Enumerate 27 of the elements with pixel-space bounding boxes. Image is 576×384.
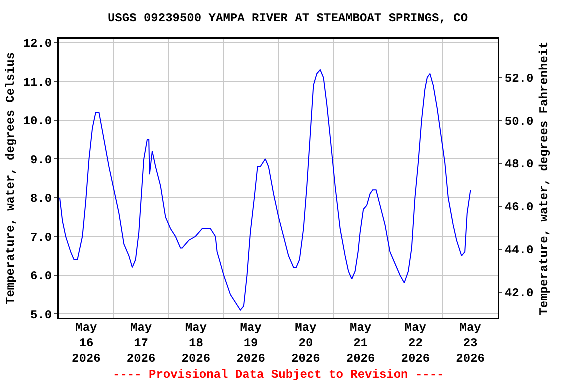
- y2-tick-label: 48.0: [504, 158, 534, 172]
- x-tick-label: May 16 2026: [72, 321, 101, 366]
- y2-tick-label: 52.0: [504, 72, 534, 86]
- chart-title: USGS 09239500 YAMPA RIVER AT STEAMBOAT SPRINGS, CO: [108, 11, 468, 26]
- x-tick-label: May 19 2026: [236, 321, 266, 366]
- text: ---- Provisional Data Subject to Revision ----: [113, 368, 444, 382]
- x-tick-label: May 22 2026: [401, 321, 430, 366]
- y-tick-label: 10.0: [23, 114, 52, 129]
- y2-tick-label: 44.0: [504, 244, 534, 258]
- y-tick-label: 8.0: [30, 192, 52, 206]
- y2-tick-label: 50.0: [504, 114, 534, 129]
- y-tick-label: 5.0: [30, 308, 52, 322]
- x-tick-label: May 18 2026: [182, 321, 211, 366]
- y-tick-label: 12.0: [23, 37, 52, 52]
- line-series: [59, 70, 472, 311]
- x-tick-label: May 23 2026: [456, 321, 485, 366]
- y-tick-label: 7.0: [30, 230, 52, 245]
- x-tick-label: May 20 2026: [292, 321, 320, 366]
- y2-tick-label: 42.0: [504, 286, 534, 300]
- y-tick-label: 9.0: [30, 153, 52, 168]
- y-tick-label: 6.0: [30, 270, 52, 284]
- x-tick-label: May 21 2026: [346, 321, 376, 366]
- y-tick-label: 11.0: [23, 76, 52, 90]
- y-axis-title: Temperature, water, degrees Celsius: [4, 52, 18, 305]
- y2-tick-label: 46.0: [504, 200, 534, 215]
- x-tick-label: May 17 2026: [126, 321, 156, 366]
- y2-axis-title: Temperature, water, degrees Fahrenheit: [537, 42, 552, 316]
